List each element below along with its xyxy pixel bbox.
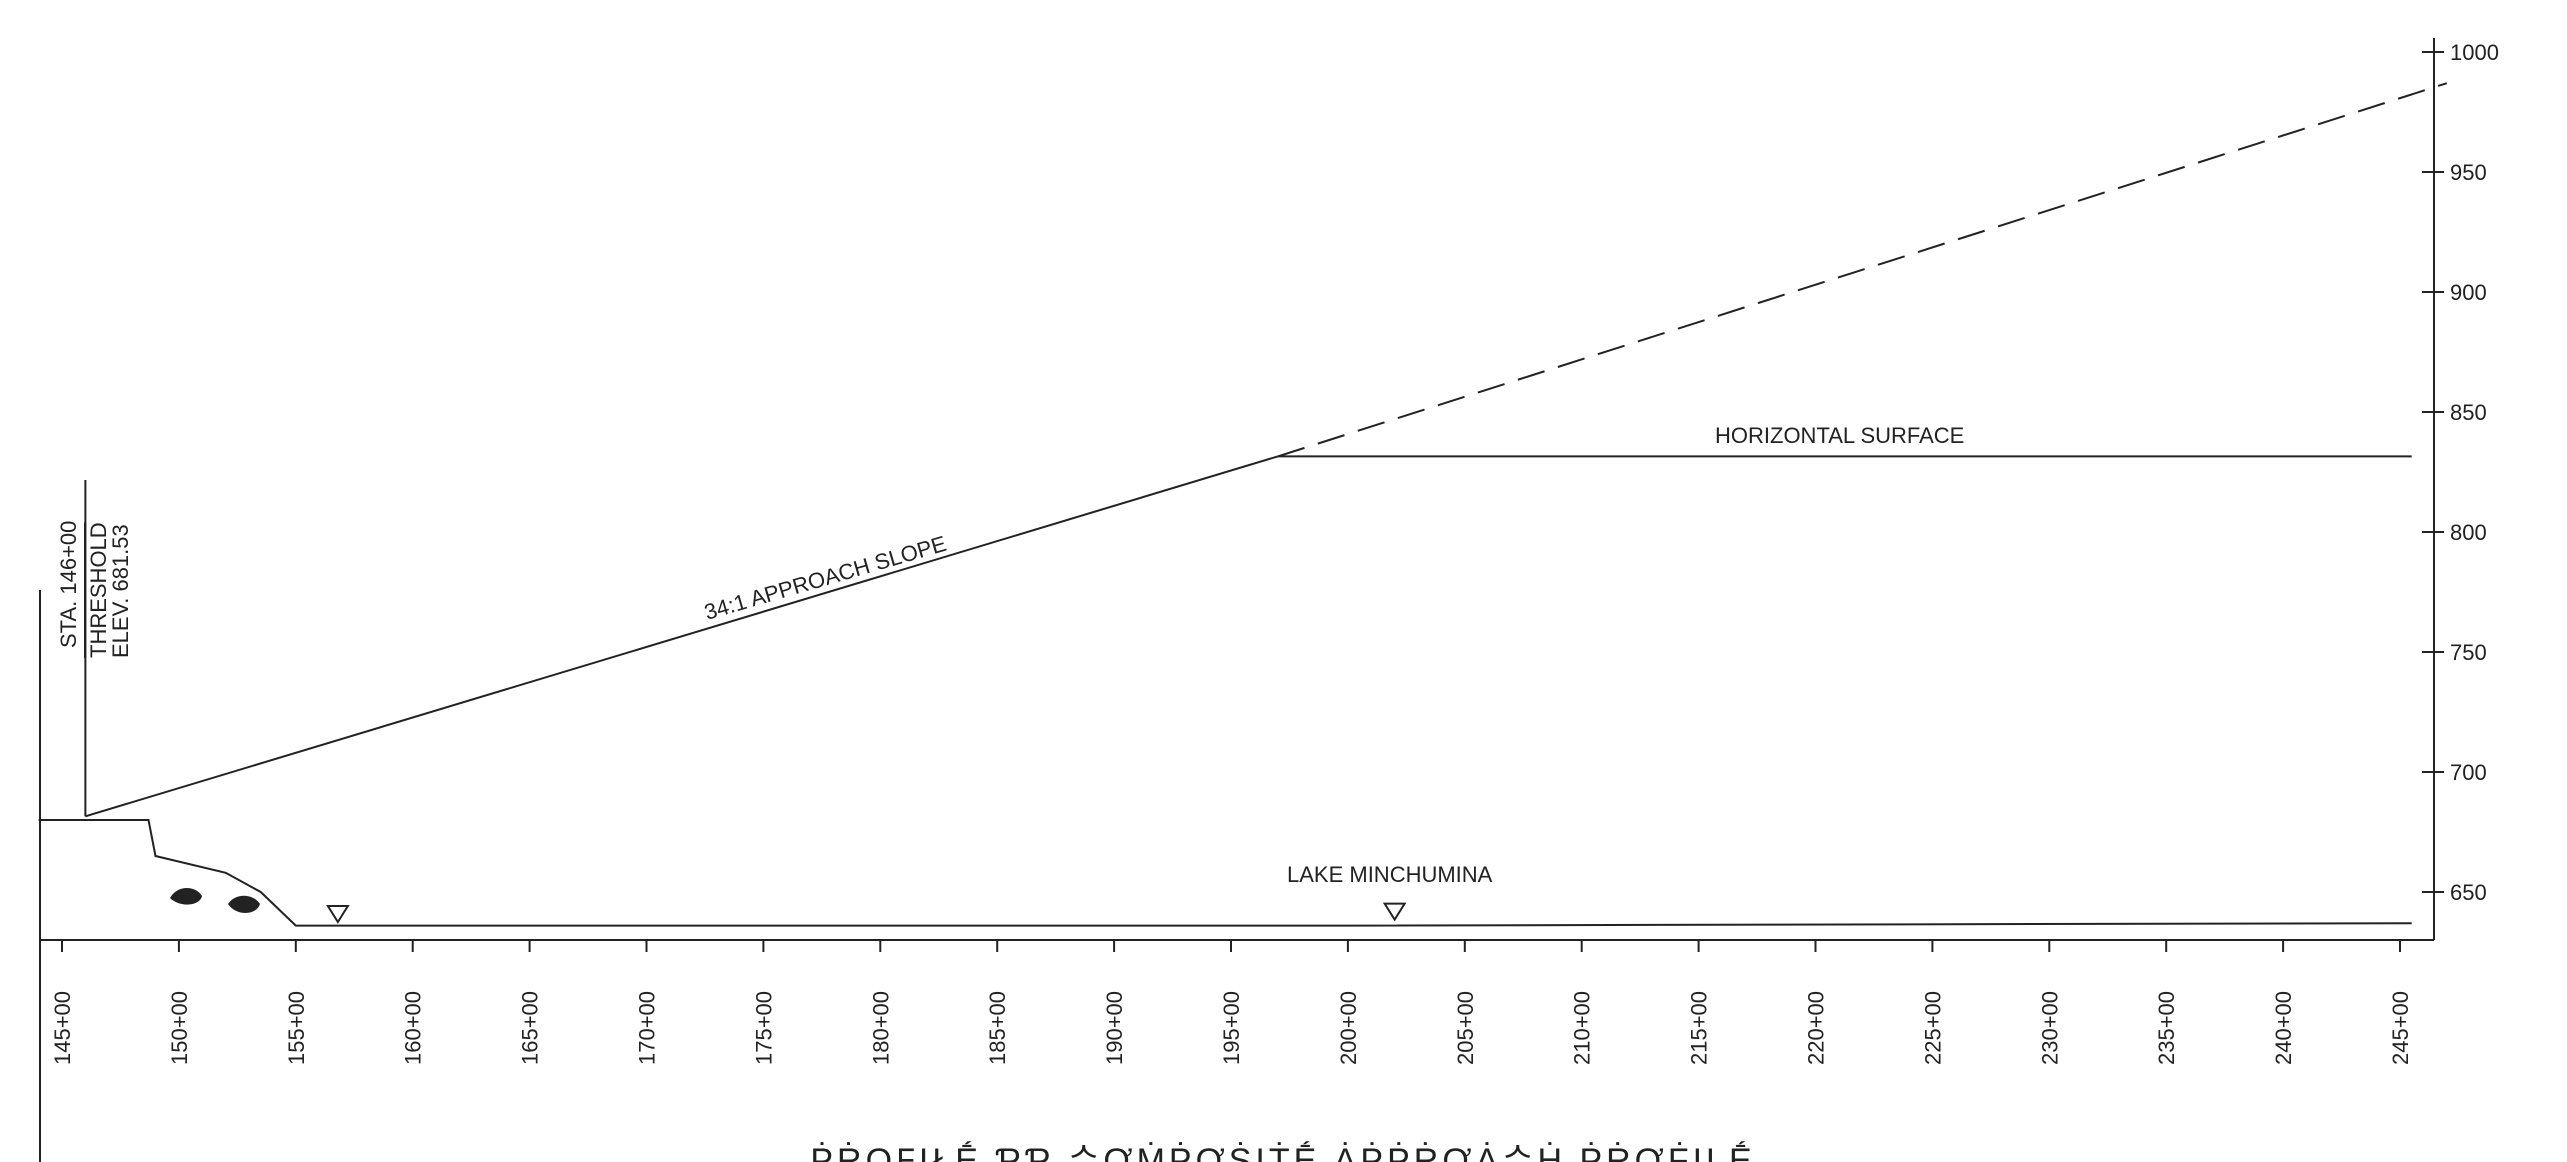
y-tick-label: 900 xyxy=(2450,280,2487,305)
lake-label: LAKE MINCHUMINA xyxy=(1287,862,1493,887)
water-level-marker xyxy=(1382,902,1407,922)
x-tick-label: 205+00 xyxy=(1453,991,1478,1065)
x-tick-label: 170+00 xyxy=(635,991,660,1065)
x-tick-label: 185+00 xyxy=(985,991,1010,1065)
x-tick-label: 155+00 xyxy=(284,991,309,1065)
threshold-name-label: THRESHOLD xyxy=(86,522,111,658)
terrain-blob xyxy=(170,888,202,905)
horizontal-surface-label: HORIZONTAL SURFACE xyxy=(1715,423,1964,448)
x-tick-label: 230+00 xyxy=(2037,991,2062,1065)
x-tick-label: 200+00 xyxy=(1336,991,1361,1065)
terrain-line xyxy=(38,819,2412,927)
approach-slope-label: 34:1 APPROACH SLOPE xyxy=(701,531,949,625)
x-tick-label: 225+00 xyxy=(1920,991,1945,1065)
x-tick-label: 220+00 xyxy=(1804,991,1829,1065)
x-tick-label: 190+00 xyxy=(1102,991,1127,1065)
x-tick-label: 245+00 xyxy=(2388,991,2413,1065)
profile-lines xyxy=(38,82,2448,927)
y-tick-label: 850 xyxy=(2450,400,2487,425)
x-tick-label: 235+00 xyxy=(2154,991,2179,1065)
axes-frame xyxy=(39,38,2435,1162)
y-axis-ticks: 650 700 750 800 850 900 950 1000 xyxy=(2422,40,2499,905)
y-tick-label: 950 xyxy=(2450,160,2487,185)
terrain-blob xyxy=(228,895,260,913)
x-tick-label: 175+00 xyxy=(751,991,776,1065)
y-tick-label: 750 xyxy=(2450,640,2487,665)
x-tick-label: 180+00 xyxy=(868,991,893,1065)
34-1-approach-slope-line xyxy=(85,455,1279,818)
threshold-station-label: STA. 146+00 xyxy=(56,521,81,648)
threshold-elevation-label: ELEV. 681.53 xyxy=(108,524,133,658)
x-tick-label: 215+00 xyxy=(1687,991,1712,1065)
y-tick-label: 1000 xyxy=(2450,40,2499,65)
x-tick-label: 240+00 xyxy=(2271,991,2296,1065)
y-tick-label: 700 xyxy=(2450,760,2487,785)
water-level-marker xyxy=(326,905,350,924)
x-tick-label: 145+00 xyxy=(50,991,75,1065)
x-tick-label: 210+00 xyxy=(1570,991,1595,1065)
x-tick-label: 160+00 xyxy=(401,991,426,1065)
drawing-title-partial: ṖṘỌ₣ḬŁḖ ƤƤ ᄉƠṀṖƠṠḬṪḖ ȦṖṖṘƠȦᄉḢ ṖṘƠḞḬḶḖ xyxy=(810,1142,1755,1162)
x-axis-ticks: 145+00 150+00 155+00 160+00 165+00 170+00 175+… xyxy=(50,940,2413,1065)
water-level-markers xyxy=(326,902,1407,924)
y-tick-label: 650 xyxy=(2450,880,2487,905)
x-tick-label: 195+00 xyxy=(1219,991,1244,1065)
x-tick-label: 165+00 xyxy=(518,991,543,1065)
x-tick-label: 150+00 xyxy=(167,991,192,1065)
y-tick-label: 800 xyxy=(2450,520,2487,545)
approach-slope-extension-line xyxy=(1277,82,2448,458)
